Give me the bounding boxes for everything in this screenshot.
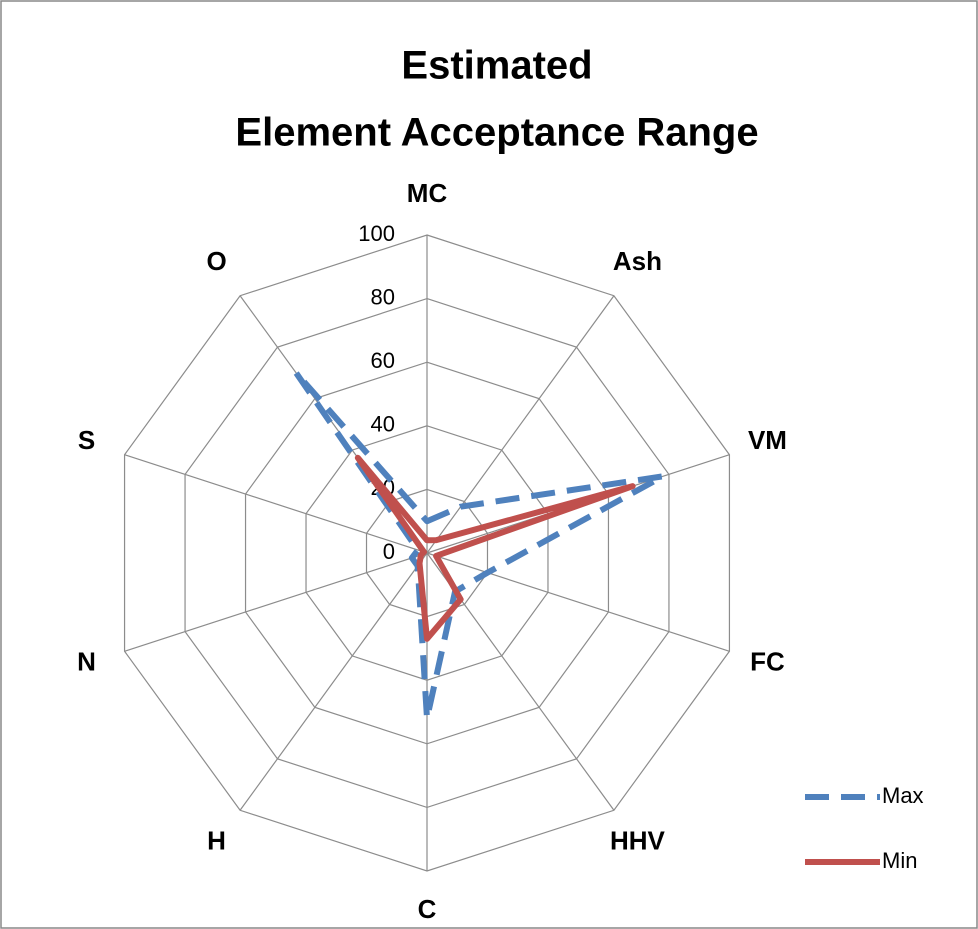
category-label: N: [77, 647, 96, 677]
y-tick-label: 80: [371, 284, 395, 309]
category-label: S: [78, 425, 95, 455]
axis-spoke: [124, 552, 428, 652]
category-label: VM: [748, 425, 787, 455]
category-label: FC: [750, 647, 785, 677]
category-label: HHV: [610, 826, 666, 856]
y-tick-label: 60: [371, 348, 395, 373]
series-line: [354, 454, 636, 642]
category-label: Ash: [613, 246, 662, 276]
y-tick-label: 0: [383, 539, 395, 564]
axis-spoke: [239, 552, 428, 811]
axis-spoke: [124, 454, 428, 554]
legend-label: Max: [882, 783, 924, 808]
category-label: C: [418, 894, 437, 924]
category-label: H: [207, 826, 226, 856]
chart-title: Element Acceptance Range: [235, 111, 758, 155]
category-label: O: [206, 246, 226, 276]
legend-label: Min: [882, 848, 917, 873]
axis-spoke: [426, 552, 730, 652]
category-label: MC: [407, 178, 448, 208]
axis-spoke: [426, 295, 615, 554]
chart-title: Estimated: [401, 44, 592, 88]
y-tick-label: 100: [358, 221, 395, 246]
y-tick-label: 40: [371, 412, 395, 437]
